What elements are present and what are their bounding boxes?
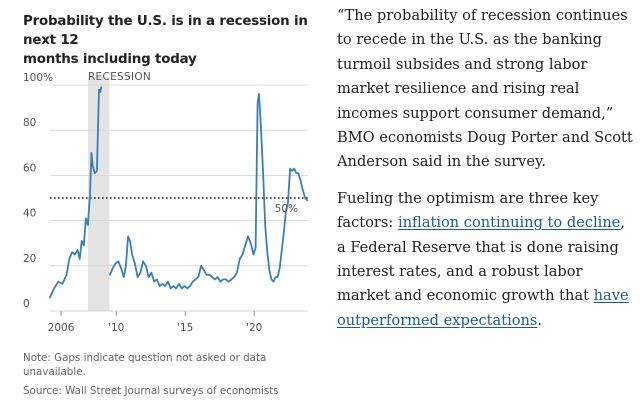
recession-probability-line bbox=[49, 86, 103, 299]
recession-band-label: RECESSION bbox=[88, 71, 151, 83]
chart-note: Note: Gaps indicate question not asked o… bbox=[23, 352, 267, 378]
chart-title-line-1: Probability the U.S. is in a recession i… bbox=[23, 14, 308, 48]
article-text: . bbox=[537, 311, 543, 329]
chart-title-line-2: months including today bbox=[23, 52, 197, 67]
chart-source: Source: Wall Street Journal surveys of e… bbox=[23, 385, 279, 397]
y-tick-label: 60 bbox=[23, 162, 36, 174]
y-tick-label: 0 bbox=[23, 298, 30, 310]
y-tick-label: 40 bbox=[23, 208, 36, 220]
chart-title: Probability the U.S. is in a recession i… bbox=[23, 12, 315, 69]
x-tick-label: 2006 bbox=[48, 322, 75, 334]
reference-line-label: 50% bbox=[275, 203, 298, 215]
recession-band bbox=[87, 77, 110, 311]
x-tick-label: '20 bbox=[246, 322, 262, 334]
x-tick-label: '10 bbox=[108, 322, 124, 334]
y-tick-label: 80 bbox=[23, 117, 36, 129]
article-body: “The probability of recession continues … bbox=[337, 4, 637, 333]
article-paragraph: “The probability of recession continues … bbox=[337, 4, 637, 175]
chart-panel: RECESSION 100% 80 60 40 20 0 2006 '10 '15 '20 50% P… bbox=[0, 0, 318, 413]
article-text: , a Federal Reserve that is done raising… bbox=[337, 214, 625, 305]
y-tick-label: 100% bbox=[23, 72, 53, 84]
article-text: Fueling the optimism are three key facto… bbox=[337, 189, 599, 232]
article-link[interactable]: inflation continuing to decline bbox=[397, 214, 621, 232]
x-tick-label: '15 bbox=[177, 322, 193, 334]
article-paragraph: Fueling the optimism are three key facto… bbox=[337, 187, 637, 333]
recession-probability-line bbox=[109, 93, 309, 290]
recession-probability-chart: RECESSION 100% 80 60 40 20 0 2006 '10 '15 '20 50% bbox=[23, 71, 309, 334]
article-text: “The probability of recession continues … bbox=[337, 7, 633, 171]
y-tick-label: 20 bbox=[23, 253, 36, 265]
article-link[interactable]: have outperformed expectations bbox=[337, 287, 629, 329]
